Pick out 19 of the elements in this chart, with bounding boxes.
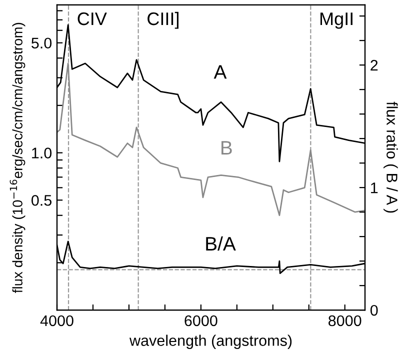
line-series	[57, 62, 365, 216]
y2-tick-label: 0	[370, 304, 378, 316]
x-tick-label: 6000	[184, 315, 218, 326]
series-label: A	[214, 65, 227, 79]
ref-line-label: CIV	[78, 12, 107, 26]
y2-tick-label: 2	[370, 60, 378, 71]
ref-line-label: MgII	[320, 12, 352, 29]
series-label: B/A	[206, 236, 236, 251]
x-axis-title: wavelength (angstroms)	[129, 334, 292, 349]
series-label: B	[222, 141, 232, 155]
y2-axis-title: flux ratio ( B / A )	[384, 102, 398, 213]
x-tick-label: 8000	[328, 315, 362, 326]
y-tick-label: 5.0	[32, 38, 52, 49]
ref-line-label: CIII]	[148, 12, 178, 29]
y-tick-label: 0.5	[32, 194, 52, 206]
x-tick-label: 4000	[40, 315, 74, 326]
y2-tick-label: 1	[371, 182, 378, 194]
y-axis-title: flux density (10$^{−16}$erg/sec/cm/cm/angstrom)	[10, 22, 26, 293]
y-tick-label: 1.0	[32, 148, 52, 158]
